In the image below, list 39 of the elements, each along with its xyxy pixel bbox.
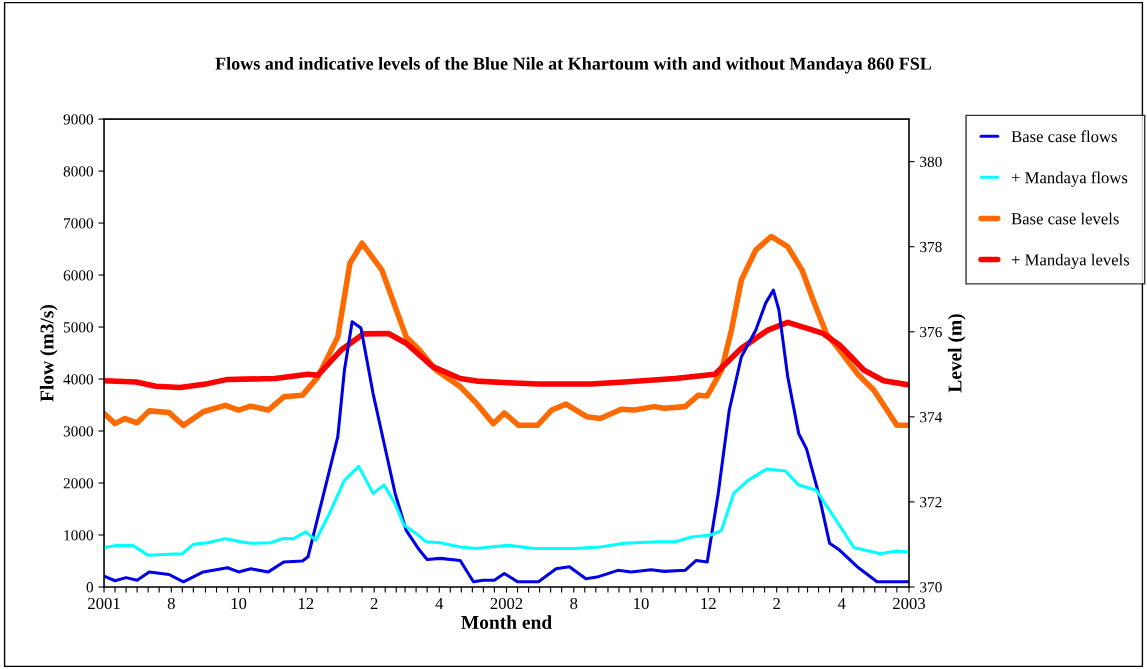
line-series (104, 288, 909, 584)
y2-tick-label: 380 (920, 156, 942, 168)
x-tick-label: 12 (701, 597, 716, 609)
x-tick-label: 10 (634, 597, 649, 610)
x-axis-title: Month end (461, 615, 552, 629)
x-tick-label: 8 (570, 597, 578, 610)
y-tick-label: 6000 (63, 270, 94, 281)
x-tick-label: 12 (298, 597, 314, 609)
x-tick-label: 2001 (88, 597, 120, 610)
y-tick-label: 3000 (63, 426, 94, 437)
x-tick-label: 2 (370, 597, 378, 609)
y-tick-label: 7000 (64, 218, 94, 229)
x-tick-label: 4 (435, 597, 444, 609)
y-tick-label: 5000 (63, 322, 94, 333)
x-tick-label: 8 (167, 597, 175, 610)
y-tick-label: 8000 (63, 166, 94, 177)
legend-label: Base case levels (1011, 212, 1119, 225)
y2-tick-label: 376 (920, 326, 942, 338)
line-series (104, 464, 909, 557)
legend-label: + Mandaya levels (1011, 253, 1130, 269)
y-tick-label: 0 (86, 582, 94, 593)
y-axis-title: Flow (m3/s) (39, 305, 58, 402)
legend-label: + Mandaya flows (1011, 171, 1128, 187)
y2-axis-title: Level (m) (947, 314, 966, 393)
x-tick-label: 2003 (893, 597, 926, 610)
y-tick-label: 9000 (63, 114, 94, 125)
y2-tick-label: 372 (920, 497, 942, 508)
x-tick-label: 2002 (490, 597, 523, 610)
chart-title: Flows and indicative levels of the Blue Nile at Khartoum with and without Mandaya 860 FSL (215, 56, 932, 74)
x-tick-label: 10 (231, 597, 247, 610)
legend-label: Base case flows (1011, 130, 1117, 143)
y-tick-label: 4000 (63, 374, 94, 385)
y2-tick-label: 378 (920, 241, 942, 253)
x-tick-label: 4 (837, 597, 846, 609)
y-tick-label: 1000 (64, 530, 94, 541)
y-tick-label: 2000 (63, 478, 94, 489)
x-tick-label: 2 (773, 597, 780, 609)
y2-tick-label: 374 (920, 412, 943, 423)
y2-tick-label: 370 (920, 582, 942, 593)
